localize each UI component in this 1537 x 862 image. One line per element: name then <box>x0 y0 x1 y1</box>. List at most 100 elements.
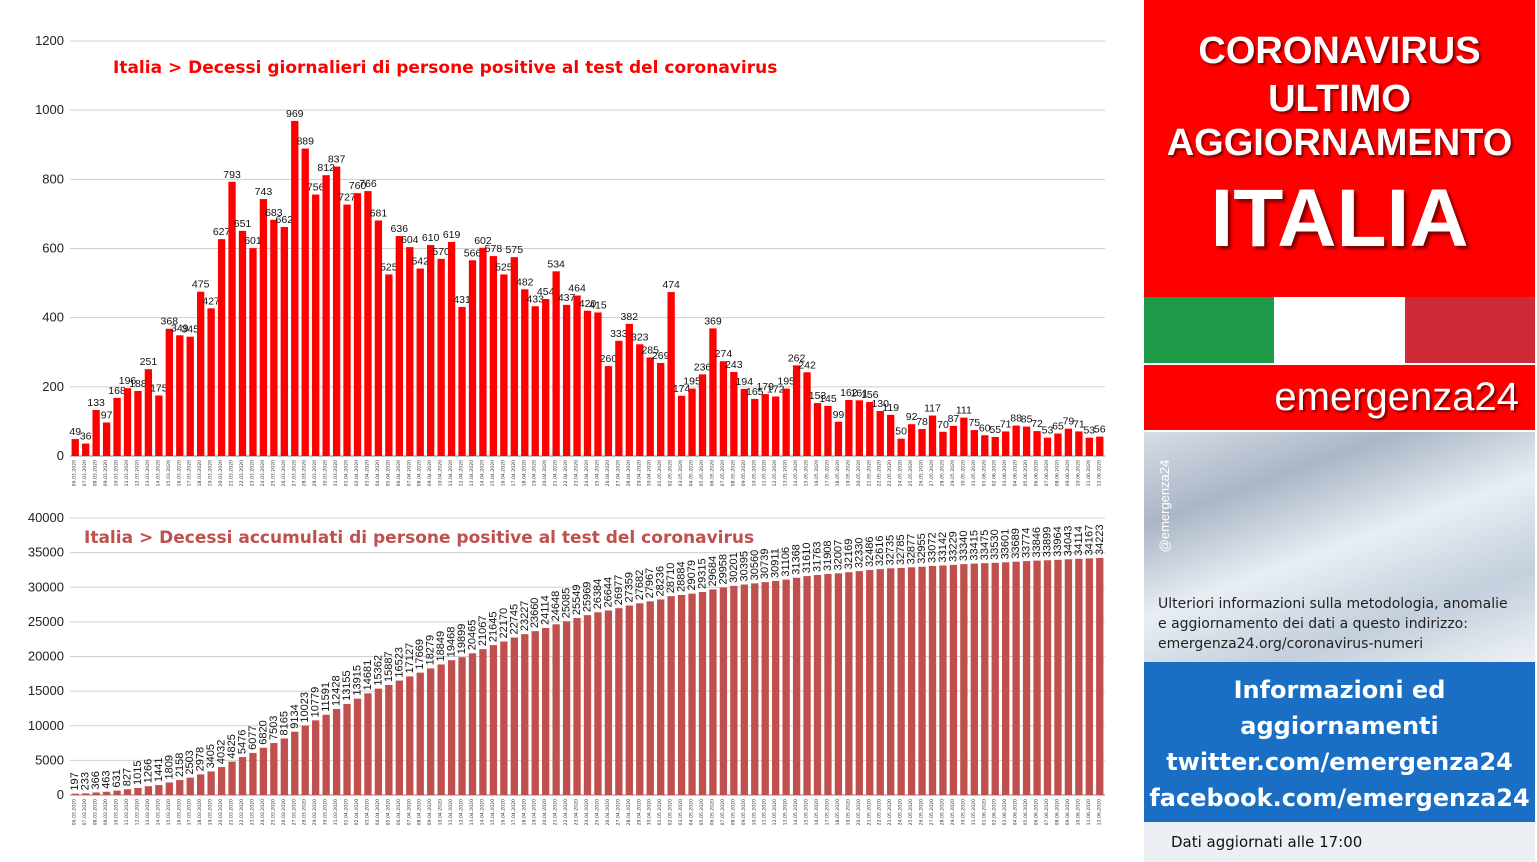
cumulative-data-label: 17669 <box>414 639 426 670</box>
daily-bar <box>385 274 393 456</box>
daily-data-label: 87 <box>948 413 960 425</box>
daily-bar <box>949 425 958 456</box>
daily-data-label: 766 <box>359 178 377 190</box>
cumulative-data-label: 22745 <box>508 604 520 635</box>
daily-data-label: 161 <box>851 387 869 399</box>
daily-x-tick-label: 11.03.2020 <box>124 460 130 486</box>
cumulative-bar <box>301 725 309 795</box>
cumulative-x-tick-label: 12.03.2020 <box>134 799 140 825</box>
daily-data-label: 969 <box>286 108 304 120</box>
daily-data-label: 812 <box>317 162 335 174</box>
cumulative-data-label: 30739 <box>759 549 771 580</box>
cumulative-bar <box>542 628 550 795</box>
cumulative-bar <box>1054 559 1062 795</box>
cumulative-x-tick-label: 25.04.2020 <box>594 799 600 825</box>
daily-data-label: 165 <box>746 386 764 398</box>
cumulative-y-tick-label: 35000 <box>28 545 64 560</box>
cumulative-bar <box>217 767 226 795</box>
daily-x-tick-label: 28.03.2020 <box>302 460 308 486</box>
daily-bar <box>907 424 916 456</box>
flag-red-stripe <box>1405 297 1535 363</box>
cumulative-x-tick-label: 19.04.2020 <box>532 799 538 825</box>
cumulative-bar <box>1002 562 1010 795</box>
cumulative-bar <box>824 574 832 795</box>
header-line-3: AGGIORNAMENTO <box>1166 122 1513 164</box>
daily-bar <box>479 247 487 456</box>
daily-bar <box>740 388 748 456</box>
daily-data-label: 60 <box>979 422 991 434</box>
daily-data-label: 743 <box>255 186 273 198</box>
social-links-box: Informazioni ed aggiornamenti twitter.co… <box>1144 662 1535 822</box>
daily-deaths-chart: 0 200 400 600 800 1000 1200 Italia > Decessi gi… <box>35 33 1106 486</box>
update-time: Dati aggiornati alle 17:00 <box>1144 822 1535 862</box>
daily-x-tick-label: 20.05.2020 <box>856 460 862 486</box>
cumulative-x-tick-label: 03.04.2020 <box>364 799 370 825</box>
daily-bar <box>270 219 278 456</box>
cumulative-bar <box>1085 558 1093 795</box>
daily-x-tick-label: 13.03.2020 <box>145 460 151 486</box>
cumulative-data-label: 23660 <box>529 598 541 629</box>
daily-bar <box>123 388 132 456</box>
cumulative-data-label: 31610 <box>801 543 813 574</box>
daily-x-tick-label: 06.06.2020 <box>1034 460 1040 486</box>
cumulative-x-tick-label: 12.05.2020 <box>772 799 778 825</box>
cumulative-x-tick-label: 07.06.2020 <box>1044 799 1050 825</box>
daily-bar <box>1002 431 1010 456</box>
cumulative-x-tick-label: 18.05.2020 <box>835 799 841 825</box>
daily-data-label: 475 <box>192 279 210 291</box>
cumulative-x-tick-label: 04.05.2020 <box>689 799 695 825</box>
info-text: Ulteriori informazioni sulla metodologia… <box>1158 594 1528 654</box>
facebook-link[interactable]: facebook.com/emergenza24 <box>1149 784 1530 812</box>
daily-data-label: 349 <box>171 322 189 334</box>
cumulative-x-tick-label: 27.04.2020 <box>615 799 621 825</box>
cumulative-bar <box>887 568 895 795</box>
cumulative-data-label: 33601 <box>1000 529 1012 560</box>
cumulative-data-label: 29684 <box>707 556 719 587</box>
cumulative-x-tick-label: 02.04.2020 <box>354 799 360 825</box>
cumulative-x-tick-label: 21.04.2020 <box>553 799 559 825</box>
daily-bar <box>897 438 905 456</box>
cumulative-bar <box>876 569 884 795</box>
cumulative-x-tick-label: 22.03.2020 <box>239 799 245 825</box>
daily-data-label: 92 <box>906 411 918 423</box>
daily-bar <box>688 388 696 456</box>
cumulative-bar <box>646 601 654 795</box>
cumulative-bar <box>82 793 90 795</box>
cumulative-x-tick-label: 29.03.2020 <box>312 799 318 825</box>
daily-y-tick-label: 0 <box>57 448 64 463</box>
cumulative-data-label: 32330 <box>853 538 865 569</box>
cumulative-data-label: 28236 <box>655 566 667 597</box>
twitter-link[interactable]: twitter.com/emergenza24 <box>1166 748 1513 776</box>
cumulative-bar <box>1043 560 1052 795</box>
cumulative-bar <box>928 565 937 795</box>
cumulative-bar <box>866 570 874 795</box>
cumulative-bar <box>970 563 978 795</box>
cumulative-x-tick-label: 07.04.2020 <box>406 799 412 825</box>
cumulative-data-label: 32877 <box>906 534 918 565</box>
daily-bar <box>332 166 341 456</box>
daily-bar <box>134 390 142 456</box>
daily-data-label: 525 <box>495 261 513 273</box>
daily-bar <box>782 388 790 456</box>
daily-bar <box>1012 425 1020 456</box>
daily-data-label: 602 <box>474 235 492 247</box>
daily-bar <box>416 268 424 456</box>
cumulative-data-label: 33899 <box>1042 527 1054 558</box>
daily-x-tick-label: 16.05.2020 <box>814 460 820 486</box>
cumulative-x-tick-label: 28.04.2020 <box>626 799 632 825</box>
info-link[interactable]: emergenza24.org/coronavirus-numeri <box>1158 636 1424 652</box>
daily-bar <box>510 257 518 456</box>
daily-bar <box>176 335 184 456</box>
daily-data-label: 78 <box>916 416 928 428</box>
cumulative-x-tick-label: 12.06.2020 <box>1096 799 1102 825</box>
cumulative-bar <box>981 563 989 795</box>
daily-bar <box>1022 426 1031 456</box>
cumulative-data-label: 30560 <box>749 550 761 581</box>
daily-data-label: 274 <box>715 348 733 360</box>
cumulative-bar <box>636 603 644 795</box>
daily-bar <box>71 439 79 456</box>
daily-bar <box>489 256 498 456</box>
cumulative-x-tick-label: 05.06.2020 <box>1023 799 1029 825</box>
daily-x-tick-label: 21.04.2020 <box>553 460 559 486</box>
cumulative-data-label: 9134 <box>289 704 301 728</box>
